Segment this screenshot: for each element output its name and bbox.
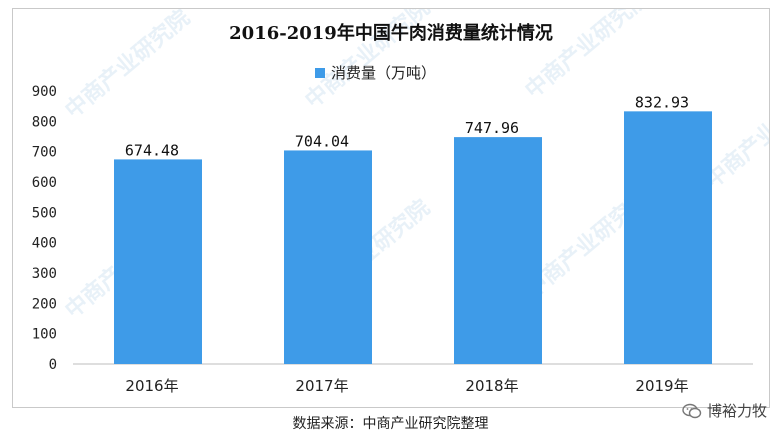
wechat-icon <box>682 403 702 418</box>
bar <box>284 150 372 364</box>
y-tick-label: 800 <box>32 114 57 130</box>
watermark-text: 中商产业研究院 <box>60 9 195 124</box>
y-tick-label: 600 <box>32 175 57 191</box>
brand-badge: 博裕力牧 <box>682 400 767 421</box>
y-tick-label: 0 <box>49 357 57 373</box>
data-label: 832.93 <box>635 93 689 111</box>
y-tick-label: 100 <box>32 327 57 343</box>
x-tick-label: 2017年 <box>295 377 348 395</box>
y-tick-label: 500 <box>32 205 57 221</box>
data-label: 747.96 <box>465 119 519 137</box>
data-label: 704.04 <box>295 132 349 150</box>
legend-swatch <box>315 68 325 78</box>
x-tick-label: 2019年 <box>635 377 688 395</box>
bar <box>454 137 542 364</box>
legend-label: 消费量（万吨） <box>331 64 436 82</box>
chart-frame: 中商产业研究院中商产业研究院中商产业研究院中商产业研究院中商产业研究院中商产业研… <box>12 8 770 408</box>
y-tick-label: 900 <box>32 84 57 100</box>
brand-name: 博裕力牧 <box>706 402 767 420</box>
data-label: 674.48 <box>125 141 179 159</box>
source-note: 数据来源：中商产业研究院整理 <box>292 416 489 432</box>
y-tick-label: 700 <box>32 145 57 161</box>
bar <box>624 111 712 364</box>
chart-title: 2016-2019年中国牛肉消费量统计情况 <box>229 22 553 44</box>
y-tick-label: 300 <box>32 266 57 282</box>
x-tick-label: 2016年 <box>125 377 178 395</box>
bar-chart: 中商产业研究院中商产业研究院中商产业研究院中商产业研究院中商产业研究院中商产业研… <box>32 9 769 395</box>
x-tick-label: 2018年 <box>465 377 518 395</box>
y-tick-label: 400 <box>32 236 57 252</box>
y-tick-label: 200 <box>32 296 57 312</box>
bar <box>114 159 202 364</box>
